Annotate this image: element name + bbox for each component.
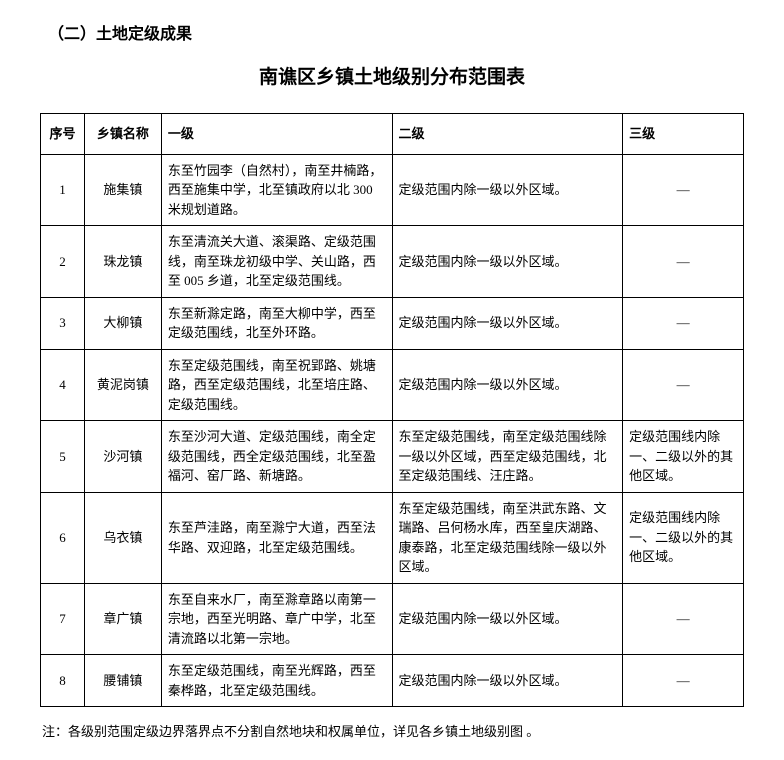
table-row: 8 腰铺镇 东至定级范围线，南至光辉路，西至秦桦路，北至定级范围线。 定级范围内… (41, 655, 744, 707)
cell-seq: 6 (41, 492, 85, 583)
col-header-lv3: 三级 (623, 114, 744, 155)
cell-lv3: — (623, 297, 744, 349)
table-body: 1 施集镇 东至竹园李（自然村），南至井楠路，西至施集中学，北至镇政府以北 30… (41, 154, 744, 707)
cell-lv1: 东至新滁定路，南至大柳中学，西至定级范围线，北至外环路。 (161, 297, 392, 349)
cell-lv2: 东至定级范围线，南至定级范围线除一级以外区域，西至定级范围线，北至定级范围线、汪… (392, 421, 623, 493)
cell-lv2: 定级范围内除一级以外区域。 (392, 297, 623, 349)
cell-lv1: 东至清流关大道、滚渠路、定级范围线，南至珠龙初级中学、关山路，西至 005 乡道… (161, 226, 392, 298)
table-row: 7 章广镇 东至自来水厂，南至滁章路以南第一宗地，西至光明路、章广中学，北至清流… (41, 583, 744, 655)
cell-lv1: 东至定级范围线，南至祝郢路、姚塘路，西至定级范围线，北至培庄路、定级范围线。 (161, 349, 392, 421)
cell-lv2: 定级范围内除一级以外区域。 (392, 655, 623, 707)
cell-seq: 5 (41, 421, 85, 493)
cell-lv3: — (623, 226, 744, 298)
cell-lv2: 定级范围内除一级以外区域。 (392, 226, 623, 298)
cell-lv1: 东至竹园李（自然村），南至井楠路，西至施集中学，北至镇政府以北 300 米规划道… (161, 154, 392, 226)
cell-seq: 2 (41, 226, 85, 298)
cell-seq: 7 (41, 583, 85, 655)
table-row: 5 沙河镇 东至沙河大道、定级范围线，南全定级范围线，西全定级范围线，北至盈福河… (41, 421, 744, 493)
cell-name: 腰铺镇 (84, 655, 161, 707)
cell-name: 沙河镇 (84, 421, 161, 493)
table-header-row: 序号 乡镇名称 一级 二级 三级 (41, 114, 744, 155)
table-row: 2 珠龙镇 东至清流关大道、滚渠路、定级范围线，南至珠龙初级中学、关山路，西至 … (41, 226, 744, 298)
col-header-name: 乡镇名称 (84, 114, 161, 155)
col-header-lv1: 一级 (161, 114, 392, 155)
cell-name: 大柳镇 (84, 297, 161, 349)
cell-name: 黄泥岗镇 (84, 349, 161, 421)
cell-name: 珠龙镇 (84, 226, 161, 298)
cell-lv2: 定级范围内除一级以外区域。 (392, 349, 623, 421)
cell-seq: 8 (41, 655, 85, 707)
cell-lv3: 定级范围线内除一、二级以外的其他区域。 (623, 421, 744, 493)
footnote: 注：各级别范围定级边界落界点不分割自然地块和权属单位，详见各乡镇土地级别图 。 (42, 721, 744, 740)
cell-seq: 4 (41, 349, 85, 421)
cell-lv1: 东至自来水厂，南至滁章路以南第一宗地，西至光明路、章广中学，北至清流路以北第一宗… (161, 583, 392, 655)
cell-lv3: — (623, 349, 744, 421)
cell-lv3: 定级范围线内除一、二级以外的其他区域。 (623, 492, 744, 583)
cell-lv1: 东至沙河大道、定级范围线，南全定级范围线，西全定级范围线，北至盈福河、窑厂路、新… (161, 421, 392, 493)
cell-name: 章广镇 (84, 583, 161, 655)
table-row: 6 乌衣镇 东至芦洼路，南至滁宁大道，西至法华路、双迎路，北至定级范围线。 东至… (41, 492, 744, 583)
table-title: 南谯区乡镇土地级别分布范围表 (40, 62, 744, 89)
cell-seq: 1 (41, 154, 85, 226)
cell-lv3: — (623, 655, 744, 707)
cell-seq: 3 (41, 297, 85, 349)
table-row: 1 施集镇 东至竹园李（自然村），南至井楠路，西至施集中学，北至镇政府以北 30… (41, 154, 744, 226)
col-header-seq: 序号 (41, 114, 85, 155)
table-row: 3 大柳镇 东至新滁定路，南至大柳中学，西至定级范围线，北至外环路。 定级范围内… (41, 297, 744, 349)
cell-lv1: 东至定级范围线，南至光辉路，西至秦桦路，北至定级范围线。 (161, 655, 392, 707)
land-level-table: 序号 乡镇名称 一级 二级 三级 1 施集镇 东至竹园李（自然村），南至井楠路，… (40, 113, 744, 707)
cell-lv2: 东至定级范围线，南至洪武东路、文瑞路、吕何杨水库，西至皇庆湖路、康泰路，北至定级… (392, 492, 623, 583)
col-header-lv2: 二级 (392, 114, 623, 155)
cell-lv1: 东至芦洼路，南至滁宁大道，西至法华路、双迎路，北至定级范围线。 (161, 492, 392, 583)
cell-lv3: — (623, 154, 744, 226)
section-title: （二）土地定级成果 (48, 20, 744, 44)
cell-lv2: 定级范围内除一级以外区域。 (392, 154, 623, 226)
table-row: 4 黄泥岗镇 东至定级范围线，南至祝郢路、姚塘路，西至定级范围线，北至培庄路、定… (41, 349, 744, 421)
cell-lv2: 定级范围内除一级以外区域。 (392, 583, 623, 655)
cell-name: 施集镇 (84, 154, 161, 226)
cell-name: 乌衣镇 (84, 492, 161, 583)
cell-lv3: — (623, 583, 744, 655)
